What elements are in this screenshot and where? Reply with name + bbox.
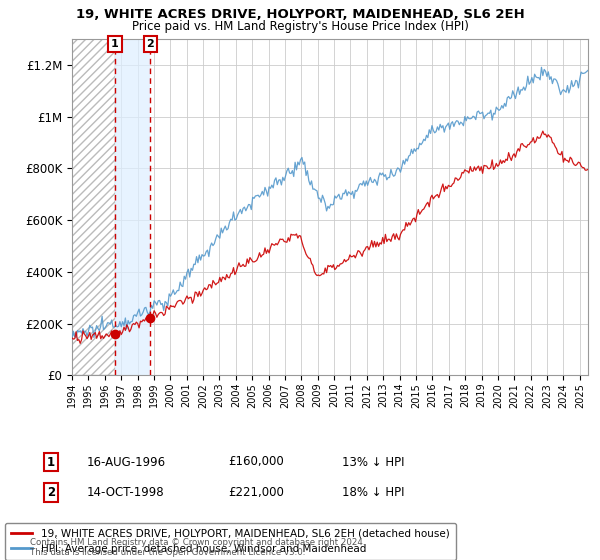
Text: 13% ↓ HPI: 13% ↓ HPI: [342, 455, 404, 469]
Text: £160,000: £160,000: [228, 455, 284, 469]
Text: 19, WHITE ACRES DRIVE, HOLYPORT, MAIDENHEAD, SL6 2EH: 19, WHITE ACRES DRIVE, HOLYPORT, MAIDENH…: [76, 8, 524, 21]
Text: 1: 1: [47, 455, 55, 469]
Text: 2: 2: [146, 39, 154, 49]
Bar: [115, 39, 151, 375]
Text: Price paid vs. HM Land Registry's House Price Index (HPI): Price paid vs. HM Land Registry's House …: [131, 20, 469, 32]
Text: 14-OCT-1998: 14-OCT-1998: [87, 486, 164, 500]
Text: 18% ↓ HPI: 18% ↓ HPI: [342, 486, 404, 500]
Text: 16-AUG-1996: 16-AUG-1996: [87, 455, 166, 469]
Text: £221,000: £221,000: [228, 486, 284, 500]
Text: 2: 2: [47, 486, 55, 500]
Legend: 19, WHITE ACRES DRIVE, HOLYPORT, MAIDENHEAD, SL6 2EH (detached house), HPI: Aver: 19, WHITE ACRES DRIVE, HOLYPORT, MAIDENH…: [5, 522, 455, 560]
Text: Contains HM Land Registry data © Crown copyright and database right 2024.
This d: Contains HM Land Registry data © Crown c…: [30, 538, 365, 557]
Text: 1: 1: [111, 39, 119, 49]
Bar: [72, 39, 115, 375]
